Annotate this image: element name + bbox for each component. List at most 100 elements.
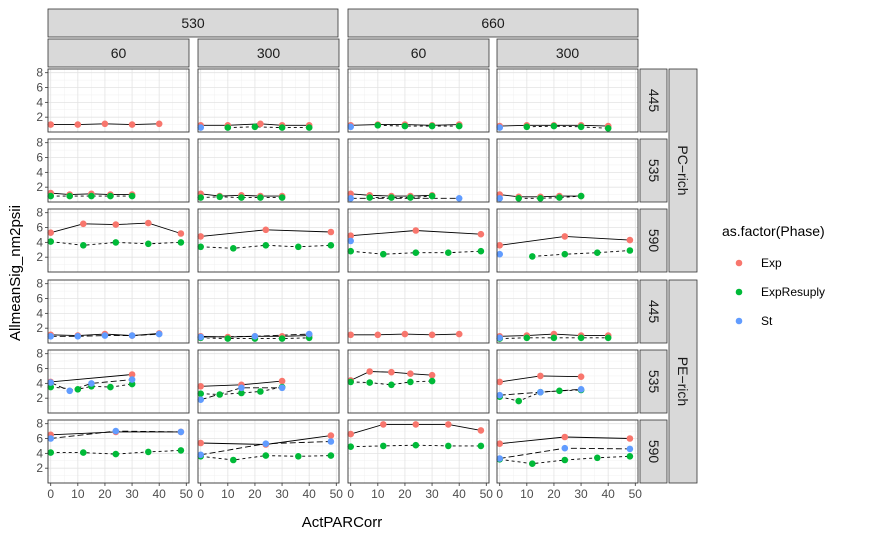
y-tick-label: 6: [36, 221, 43, 235]
x-tick-label: 40: [452, 487, 466, 501]
data-point-expresuply: [604, 125, 612, 132]
y-tick-label: 4: [36, 376, 43, 390]
series-line-expresuply: [200, 386, 283, 395]
column-strip-label: 60: [411, 45, 427, 61]
data-point-expresuply: [412, 249, 420, 256]
data-point-exp: [496, 242, 504, 249]
column-strip-label: 60: [111, 45, 127, 61]
panel: [47, 279, 190, 344]
data-point-st: [496, 195, 504, 202]
y-tick-label: 6: [36, 432, 43, 446]
row-strip-outer-label: PC−rich: [675, 145, 691, 195]
data-point-exp: [177, 230, 185, 237]
row-strip: [639, 138, 668, 203]
y-tick-label: 6: [36, 292, 43, 306]
data-point-exp: [74, 121, 82, 128]
data-point-expresuply: [327, 452, 335, 459]
data-point-expresuply: [561, 456, 569, 464]
data-point-expresuply: [47, 192, 54, 200]
panel-border: [347, 208, 490, 273]
x-tick-label: 40: [601, 487, 615, 501]
x-tick-label: 50: [330, 487, 344, 501]
panel: [197, 138, 340, 203]
series-line-expresuply: [499, 455, 630, 465]
row-strip: [639, 349, 668, 414]
data-point-exp: [477, 230, 485, 238]
x-tick-label: 10: [221, 487, 235, 501]
data-point-st: [561, 444, 569, 452]
data-point-expresuply: [238, 194, 245, 201]
data-point-exp: [80, 220, 87, 228]
y-tick-label: 6: [36, 151, 43, 165]
data-point-st: [155, 330, 163, 338]
data-point-expresuply: [523, 123, 531, 131]
data-point-expresuply: [80, 242, 87, 249]
data-point-expresuply: [401, 122, 409, 130]
row-strip-outer: [668, 279, 698, 484]
data-point-expresuply: [177, 239, 185, 246]
data-point-expresuply: [529, 253, 536, 260]
panel: [47, 349, 190, 414]
data-point-exp: [496, 440, 504, 448]
x-tick-label: 0: [197, 487, 204, 501]
panel-border: [496, 419, 639, 484]
panel-border: [197, 419, 340, 484]
data-point-expresuply: [251, 123, 259, 131]
data-point-expresuply: [594, 454, 601, 462]
x-tick-label: 20: [248, 487, 262, 501]
data-point-expresuply: [594, 249, 601, 256]
x-tick-label: 20: [547, 487, 561, 501]
series-line-expresuply: [350, 380, 433, 386]
row-strip: [639, 208, 668, 273]
panel-border: [197, 279, 340, 344]
data-point-st: [278, 384, 286, 392]
data-point-st: [112, 427, 120, 435]
panel: [347, 208, 490, 273]
series-line-expresuply: [200, 455, 331, 461]
data-point-exp: [47, 121, 54, 128]
column-strip: [347, 38, 490, 68]
y-tick-label: 2: [36, 461, 43, 475]
data-point-expresuply: [112, 239, 120, 246]
data-point-expresuply: [407, 194, 414, 201]
data-point-expresuply: [88, 192, 95, 200]
y-tick-label: 8: [36, 347, 43, 361]
data-point-expresuply: [537, 195, 544, 202]
data-point-st: [128, 332, 136, 339]
panel: [496, 349, 639, 414]
data-point-st: [347, 123, 355, 131]
data-point-exp: [626, 435, 634, 442]
data-point-st: [626, 445, 634, 453]
panel: [197, 68, 340, 133]
y-tick-label: 4: [36, 235, 43, 249]
data-point-exp: [577, 373, 585, 381]
data-point-expresuply: [577, 334, 585, 342]
data-point-exp: [374, 331, 382, 339]
panel: [347, 419, 490, 484]
data-point-expresuply: [197, 194, 204, 201]
x-tick-label: 10: [71, 487, 85, 501]
x-tick-label: 0: [47, 487, 54, 501]
data-point-exp: [401, 330, 409, 338]
data-point-expresuply: [257, 388, 264, 395]
y-tick-label: 8: [36, 136, 43, 150]
column-strip-label: 300: [257, 45, 281, 61]
data-point-expresuply: [47, 449, 54, 456]
data-point-expresuply: [477, 247, 485, 255]
data-point-expresuply: [262, 452, 270, 459]
data-point-exp: [327, 228, 335, 236]
panel: [47, 138, 190, 203]
x-tick-label: 50: [180, 487, 194, 501]
panel: [197, 279, 340, 344]
data-point-st: [262, 440, 270, 448]
data-point-expresuply: [388, 194, 395, 201]
row-strip-label: 535: [646, 159, 662, 183]
y-tick-label: 2: [36, 250, 43, 264]
data-point-exp: [412, 227, 420, 234]
data-point-st: [496, 455, 504, 462]
panel: [47, 208, 190, 273]
x-tick-label: 10: [520, 487, 534, 501]
data-point-expresuply: [224, 335, 232, 342]
y-tick-label: 4: [36, 446, 43, 460]
data-point-expresuply: [327, 242, 335, 249]
